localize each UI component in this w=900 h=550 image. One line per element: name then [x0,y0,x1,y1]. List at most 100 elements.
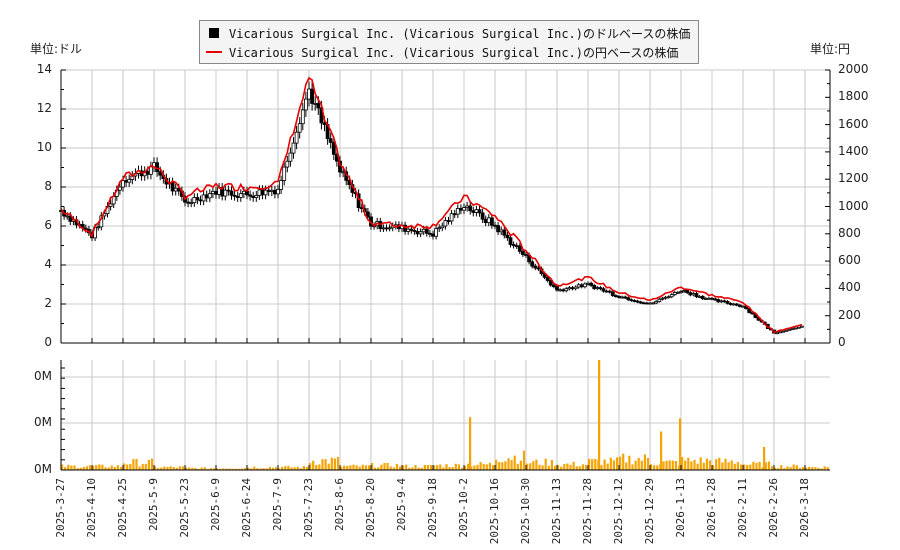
candle-body [586,282,590,285]
candle-body [192,197,197,204]
candle-body [462,207,466,211]
volume-bar [510,460,513,470]
volume-bar [454,463,457,470]
candle-body [734,303,739,306]
candle-body [741,305,745,308]
candle-body [548,280,553,286]
volume-bar [805,467,808,470]
candle-body [229,190,234,196]
volume-bar [402,465,405,470]
volume-bar [240,468,243,470]
volume-bar [380,464,383,470]
x-axis-tick-label: 2025-12-29 [643,478,656,545]
volume-bar [774,467,777,470]
volume-bar [538,464,541,470]
volume-bar [222,468,225,470]
volume-bar [823,466,826,470]
volume-bar [405,464,408,470]
volume-bar [696,463,699,470]
volume-bar [61,464,64,470]
volume-bar [780,465,783,470]
volume-bar [116,465,119,470]
volume-bar [699,457,702,470]
volume-bar [228,468,231,470]
volume-bar [185,467,188,470]
volume-bar [237,468,240,470]
volume-bar [634,460,637,470]
candle-body [796,326,801,329]
volume-bar [755,463,758,470]
volume-bar [250,468,253,470]
volume-bar [157,468,160,470]
candle-body [204,194,209,199]
candle-body [536,267,541,270]
volume-bar [560,466,563,470]
candle-body [282,166,287,181]
candle-body [170,182,175,192]
volume-bar [191,467,194,470]
volume-bar [674,461,677,470]
candle-body [226,189,231,192]
candle-body [201,194,206,202]
volume-bar [209,468,212,470]
candle-body [241,190,246,195]
volume-bar [420,467,423,470]
volume-bar [625,462,628,470]
volume-bar [389,466,392,470]
candle-body [155,162,160,173]
candle-body [356,193,361,209]
volume-bar [727,462,730,470]
volume-bar [219,468,222,470]
volume-bar [197,468,200,470]
volume-bar [488,462,491,470]
volume-bar [386,462,389,470]
volume-bar [705,458,708,470]
volume-bar [743,464,746,470]
candle-body [223,189,228,197]
candle-body [716,299,721,303]
volume-bar [150,458,154,470]
candle-body [710,297,714,300]
left-axis-tick-label: 6 [44,218,52,232]
volume-bar [721,462,724,470]
candle-body [496,225,501,233]
candle-body [421,228,426,233]
volume-bar [442,467,445,470]
candle-body [96,226,101,229]
volume-bar [340,466,343,470]
candle-body [657,298,662,302]
volume-bar [470,466,473,470]
jpy-price-line [60,76,803,334]
volume-bar [516,463,519,470]
candle-body [384,227,389,230]
volume-bar [330,457,333,470]
x-axis-tick-label: 2025-8-20 [364,478,377,538]
jpy-swatch-icon [206,51,222,53]
volume-bar [612,460,615,470]
candle-body [617,295,621,298]
candle-body [641,302,646,305]
volume-bar [371,462,374,470]
volume-bar [631,464,634,470]
candle-body [592,285,597,289]
candle-body [111,196,116,205]
x-axis-tick-label: 2025-12-12 [612,478,625,545]
candle-body [731,303,736,306]
candle-body [418,231,423,235]
candle-body [443,220,448,227]
volume-bar [715,459,718,470]
volume-bar [95,465,98,470]
volume-bar-peak [679,418,682,470]
candle-body [576,284,581,288]
volume-bar [535,459,538,470]
candle-body [514,245,519,247]
right-axis-tick-label: 1600 [838,116,869,131]
volume-bar [377,467,380,470]
volume-bar [383,462,386,470]
volume-bar [777,468,780,470]
candle-body [294,131,299,144]
right-axis-tick-label: 800 [838,225,861,240]
volume-bar [271,467,274,470]
volume-bar [808,466,811,470]
candle-body [595,287,600,290]
